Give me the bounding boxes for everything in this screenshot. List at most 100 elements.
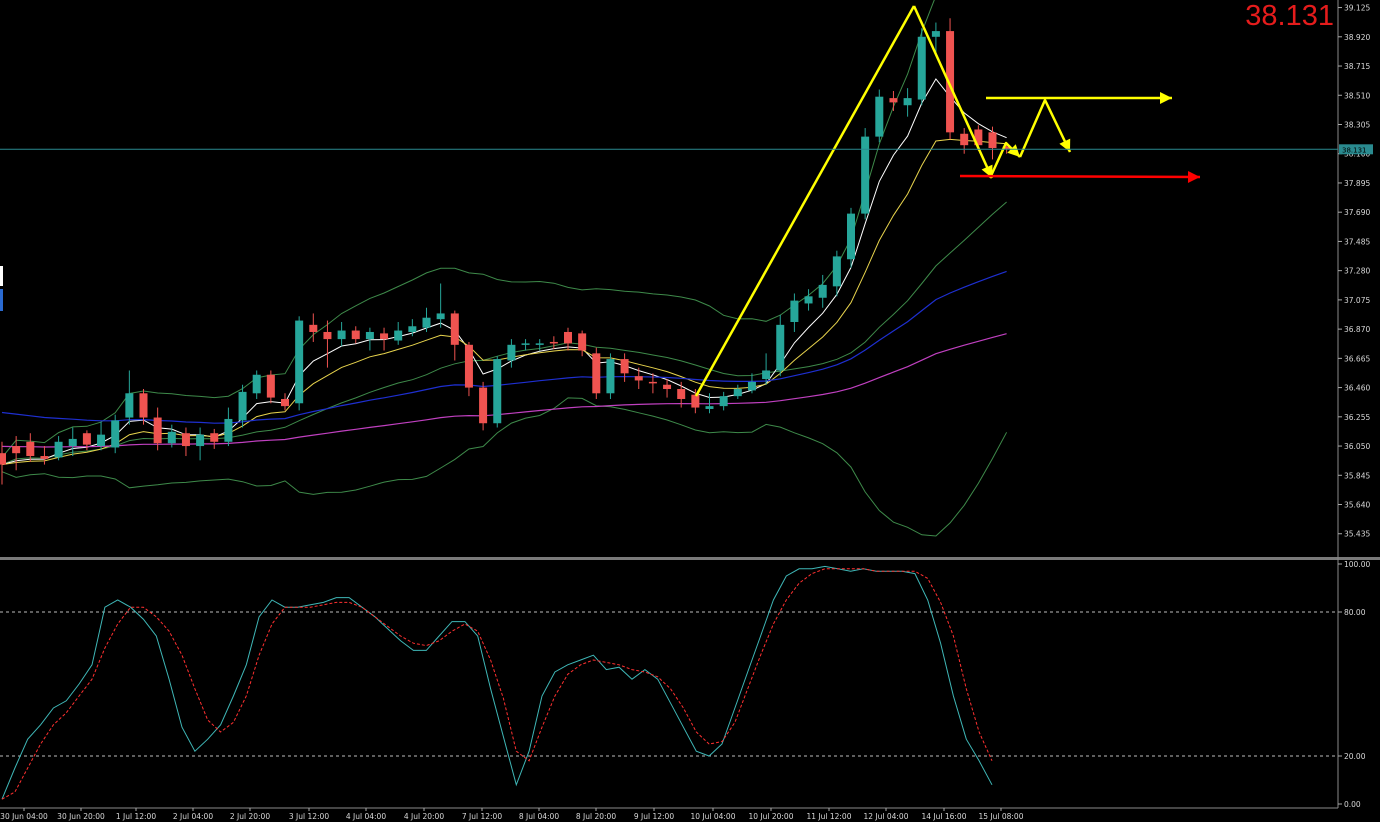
time-tick-label: 1 Jul 12:00 <box>116 812 156 821</box>
price-tick-label: 36.050 <box>1344 442 1370 451</box>
candle-body <box>365 331 374 340</box>
candle-body <box>266 374 275 398</box>
candle-body <box>224 418 233 442</box>
candle-body <box>861 136 870 214</box>
bollinger-upper <box>1 0 935 458</box>
time-tick-label: 10 Jul 04:00 <box>691 812 736 821</box>
price-tick-label: 38.510 <box>1344 91 1370 100</box>
candle-body <box>337 330 346 340</box>
candle-body <box>26 441 35 457</box>
price-tick-label: 38.920 <box>1344 33 1370 42</box>
candle-body <box>691 394 700 408</box>
time-tick-label: 7 Jul 12:00 <box>462 812 502 821</box>
yellow-rise-line <box>694 5 916 397</box>
candle-body <box>535 343 544 345</box>
candle-body <box>733 389 742 397</box>
candle-body <box>917 36 926 100</box>
candle-body <box>252 374 261 394</box>
ma-blue <box>1 270 1007 424</box>
time-tick-label: 30 Jun 04:00 <box>0 812 48 821</box>
candle-body <box>181 433 190 447</box>
current-price-label: 38.131 <box>1245 0 1334 32</box>
candle-body <box>606 359 615 394</box>
candle-body <box>422 317 431 328</box>
candle-body <box>125 393 134 418</box>
candle-body <box>394 330 403 341</box>
time-tick-label: 2 Jul 20:00 <box>230 812 270 821</box>
stoch-tick-label: 80.00 <box>1344 608 1366 617</box>
price-tick-label: 35.640 <box>1344 501 1370 510</box>
price-tick-label: 37.690 <box>1344 208 1370 217</box>
yellow-bounce-arrow-head <box>1007 144 1020 157</box>
candle-body <box>832 256 841 287</box>
left-edge-box-2 <box>0 289 3 311</box>
candle-body <box>747 381 756 391</box>
candle-body <box>847 213 855 260</box>
candle-body <box>97 434 106 447</box>
candle-body <box>464 344 473 388</box>
time-tick-label: 4 Jul 20:00 <box>404 812 444 821</box>
candle-body <box>960 133 969 146</box>
candle-body <box>450 313 459 345</box>
time-tick-label: 4 Jul 04:00 <box>346 812 386 821</box>
yellow-drop-arrow-head <box>981 164 993 178</box>
candle-body <box>436 313 445 320</box>
candle-body <box>578 333 587 351</box>
price-tick-label: 38.305 <box>1344 120 1370 129</box>
time-tick-label: 2 Jul 04:00 <box>173 812 213 821</box>
candle-body <box>408 326 417 332</box>
candle-body <box>719 396 728 407</box>
stochastic-panel <box>0 565 1338 800</box>
candle-body <box>762 370 771 380</box>
time-tick-label: 14 Jul 16:00 <box>922 812 967 821</box>
price-tick-label: 35.845 <box>1344 471 1370 480</box>
price-tick-label: 36.665 <box>1344 354 1370 363</box>
candle-body <box>295 320 304 404</box>
candle-body <box>82 433 91 445</box>
candle-body <box>974 129 983 146</box>
price-tick-label: 36.255 <box>1344 413 1370 422</box>
candle-body <box>663 384 672 390</box>
candle-body <box>1002 146 1011 150</box>
price-tick-label: 39.125 <box>1344 4 1370 13</box>
stoch-k-line <box>1 565 993 800</box>
candle-body <box>40 456 49 459</box>
candle-body <box>705 406 714 409</box>
candle-body <box>776 324 785 371</box>
current-price-tag <box>1339 144 1373 155</box>
price-tick-label: 37.895 <box>1344 179 1370 188</box>
candle-body <box>309 324 318 332</box>
bollinger-lower <box>1 397 1008 537</box>
stoch-tick-label: 0.00 <box>1344 800 1361 809</box>
candle-body <box>818 284 827 298</box>
candle-body <box>351 330 360 340</box>
yellow-retest-arrow-head <box>1059 138 1071 152</box>
candle-body <box>139 393 148 418</box>
candle-body <box>875 96 884 137</box>
candle-body <box>549 341 558 344</box>
time-tick-label: 12 Jul 04:00 <box>864 812 909 821</box>
candle-body <box>790 300 799 322</box>
yellow-resistance-arrow <box>986 92 1172 104</box>
time-tick-label: 3 Jul 12:00 <box>289 812 329 821</box>
candle-body <box>946 31 955 133</box>
candle-body <box>592 353 601 394</box>
yellow-bounce-arrow <box>988 141 1021 179</box>
candle-body <box>0 453 6 465</box>
time-tick-label: 15 Jul 08:00 <box>979 812 1024 821</box>
time-tick-label: 30 Jun 20:00 <box>57 812 105 821</box>
candle-body <box>634 376 643 381</box>
red-support-arrow-line <box>959 174 1201 179</box>
candle-body <box>988 132 997 149</box>
time-tick-label: 9 Jul 12:00 <box>634 812 674 821</box>
candle-body <box>677 389 686 399</box>
red-support-arrow-head <box>1187 170 1200 183</box>
time-tick-label: 8 Jul 20:00 <box>576 812 616 821</box>
price-tick-label: 36.870 <box>1344 325 1370 334</box>
ma-white <box>1 78 1007 466</box>
panel-separator <box>0 557 1380 560</box>
time-tick-label: 11 Jul 12:00 <box>807 812 852 821</box>
yellow-retest-arrow <box>1018 98 1072 158</box>
candle-body <box>903 98 912 106</box>
